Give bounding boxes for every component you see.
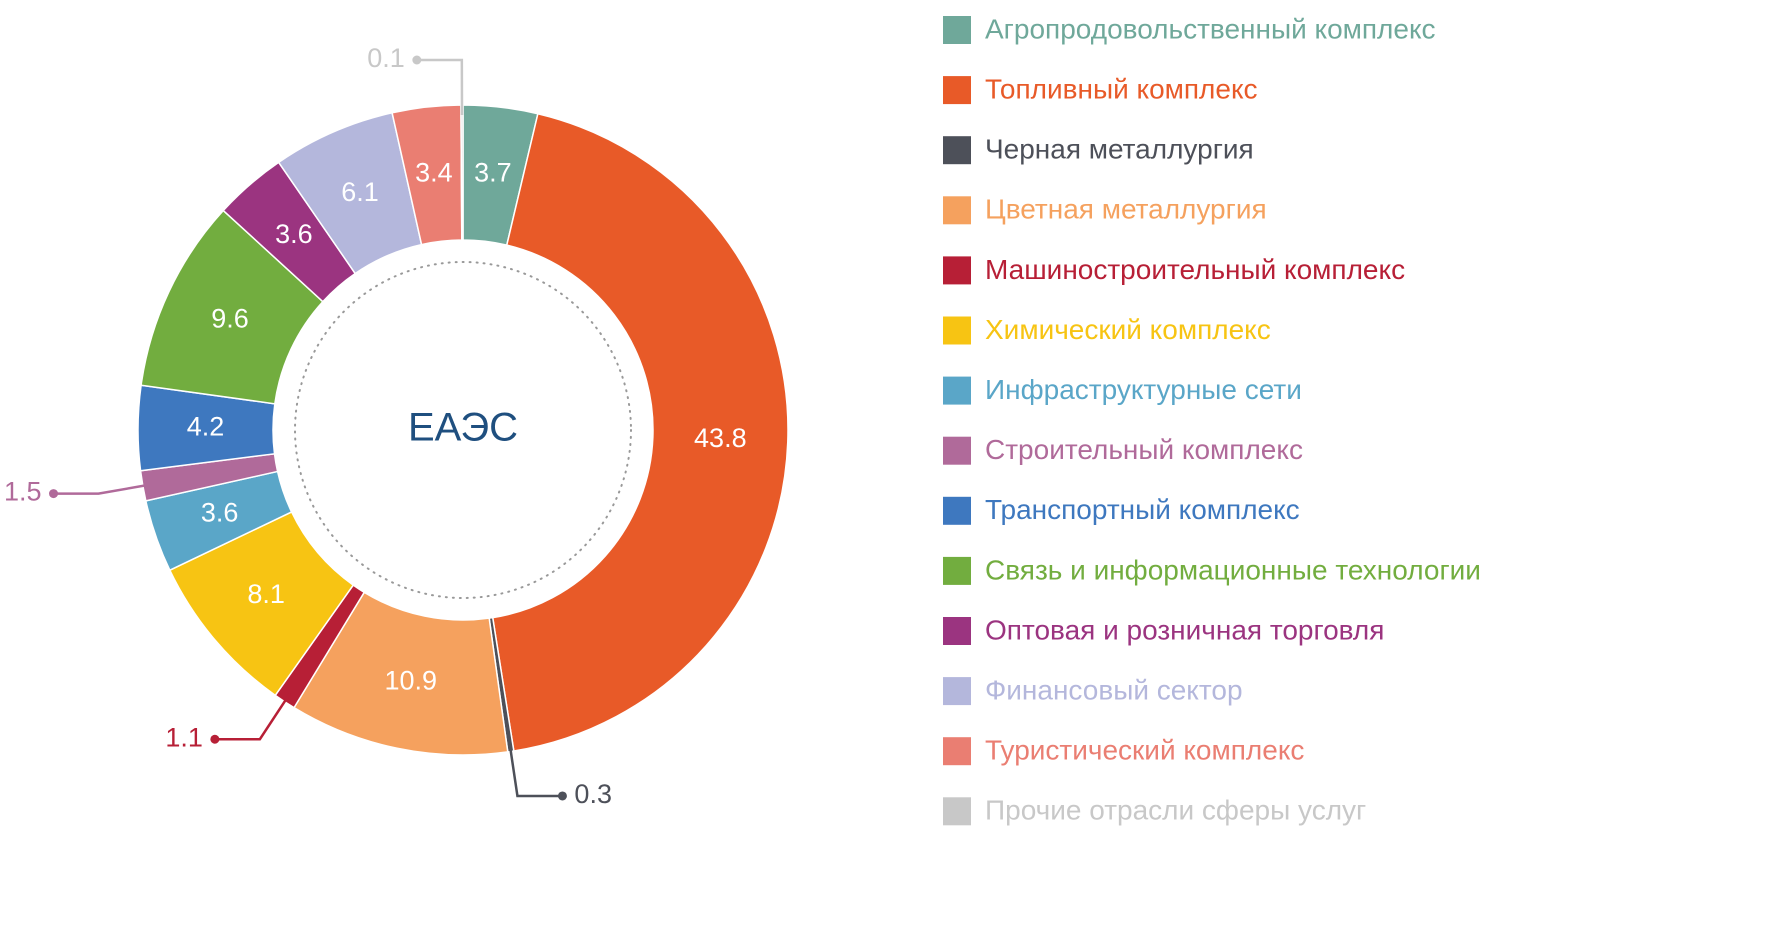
- slice-label: 8.1: [247, 579, 285, 609]
- legend-label: Строительный комплекс: [985, 434, 1303, 465]
- legend-label: Транспортный комплекс: [985, 494, 1300, 525]
- legend-swatch: [943, 797, 971, 826]
- legend-label: Топливный комплекс: [985, 73, 1258, 104]
- leader-dot: [557, 791, 567, 801]
- slice: [460, 104, 464, 241]
- legend-label: Связь и информационные технологии: [985, 554, 1481, 585]
- leader-dot: [412, 55, 422, 65]
- leader-line: [53, 482, 153, 495]
- legend-label: Химический комплекс: [985, 314, 1271, 345]
- legend-label: Финансовый сектор: [985, 674, 1243, 705]
- center-label: ЕАЭС: [408, 406, 518, 450]
- legend-swatch: [943, 617, 971, 645]
- legend-swatch: [943, 677, 971, 706]
- legend-label: Цветная металлургия: [985, 194, 1267, 225]
- legend-label: Туристический комплекс: [985, 735, 1304, 766]
- legend-swatch: [943, 196, 971, 225]
- slice-label: 3.7: [474, 157, 512, 187]
- legend-label: Прочие отрасли сферы услуг: [985, 795, 1366, 826]
- slice-label: 3.6: [201, 497, 239, 527]
- inner-ring: [294, 261, 632, 599]
- slice-label: 6.1: [341, 177, 379, 207]
- leader-dot: [210, 734, 220, 744]
- legend-label: Инфраструктурные сети: [985, 374, 1302, 405]
- leader-dot: [49, 489, 59, 499]
- slice-label: 1.5: [4, 477, 42, 507]
- legend-swatch: [943, 556, 971, 585]
- legend-swatch: [943, 737, 971, 766]
- legend-swatch: [943, 76, 971, 105]
- legend-swatch: [943, 496, 971, 525]
- legend-label: Агропродовольственный комплекс: [985, 13, 1436, 44]
- legend-label: Черная металлургия: [985, 134, 1254, 165]
- slice-label: 43.8: [694, 423, 747, 453]
- legend-swatch: [943, 316, 971, 345]
- legend-swatch: [943, 376, 971, 405]
- slice-label: 9.6: [211, 303, 249, 333]
- legend-swatch: [943, 256, 971, 285]
- legend-swatch: [943, 16, 971, 44]
- slice-label: 3.4: [415, 157, 453, 187]
- slice: [491, 112, 789, 752]
- slice-label: 0.3: [574, 779, 612, 809]
- leader-line: [214, 692, 292, 741]
- slice-label: 1.1: [165, 722, 203, 752]
- slice-label: 0.1: [367, 43, 405, 73]
- legend-swatch: [943, 136, 971, 165]
- legend-label: Машиностроительный комплекс: [985, 254, 1405, 285]
- leader-line: [508, 741, 563, 798]
- slice-label: 4.2: [187, 412, 225, 442]
- slice-label: 3.6: [275, 219, 313, 249]
- legend-label: Оптовая и розничная торговля: [985, 614, 1384, 645]
- legend-swatch: [943, 436, 971, 465]
- slice-label: 10.9: [385, 665, 438, 695]
- leader-line: [416, 58, 464, 116]
